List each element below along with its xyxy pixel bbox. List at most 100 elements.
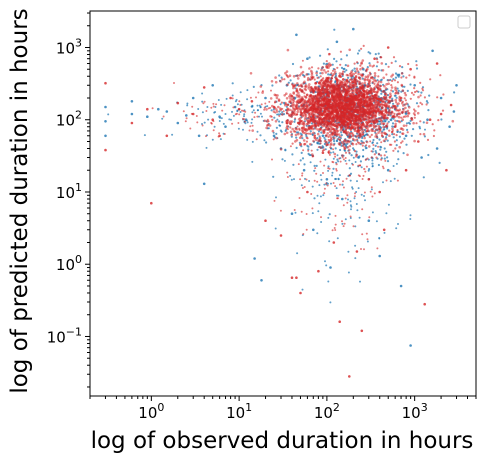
scatter-point xyxy=(343,124,346,127)
scatter-point xyxy=(300,96,304,99)
scatter-point xyxy=(363,77,367,81)
scatter-point xyxy=(332,157,335,160)
scatter-point xyxy=(384,63,388,66)
scatter-point xyxy=(372,96,375,99)
scatter-point xyxy=(333,106,336,109)
scatter-point xyxy=(373,126,376,129)
scatter-point xyxy=(321,82,325,85)
scatter-point xyxy=(423,96,426,99)
scatter-point xyxy=(358,80,361,84)
scatter-point xyxy=(380,105,384,109)
scatter-point xyxy=(275,126,278,129)
scatter-point xyxy=(316,104,320,108)
scatter-point xyxy=(355,143,358,146)
scatter-point xyxy=(340,94,343,97)
scatter-point xyxy=(361,144,364,147)
scatter-point xyxy=(364,114,367,118)
scatter-point xyxy=(184,120,187,123)
scatter-point xyxy=(329,266,332,269)
scatter-point xyxy=(347,87,350,90)
scatter-point xyxy=(264,102,267,105)
scatter-point xyxy=(364,84,367,87)
scatter-point xyxy=(298,101,301,104)
scatter-point xyxy=(352,147,355,150)
scatter-point xyxy=(268,124,272,127)
scatter-point xyxy=(286,109,289,113)
scatter-point xyxy=(404,93,408,97)
scatter-point xyxy=(319,83,323,87)
scatter-point xyxy=(317,146,320,149)
scatter-point xyxy=(307,76,310,80)
scatter-point xyxy=(130,100,134,103)
scatter-point xyxy=(237,107,241,111)
scatter-point xyxy=(355,191,358,193)
scatter-point xyxy=(350,113,354,116)
scatter-point xyxy=(368,64,372,67)
scatter-point xyxy=(333,132,337,135)
scatter-point xyxy=(271,84,274,87)
scatter-point xyxy=(348,159,351,162)
scatter-point xyxy=(270,109,273,112)
scatter-point xyxy=(422,176,425,179)
scatter-point xyxy=(359,128,362,131)
scatter-point xyxy=(349,106,352,109)
scatter-point xyxy=(379,148,382,151)
scatter-point xyxy=(294,211,297,214)
scatter-point xyxy=(452,110,456,113)
scatter-point xyxy=(350,124,353,127)
scatter-point xyxy=(197,108,200,110)
scatter-point xyxy=(357,106,360,109)
scatter-point xyxy=(291,62,295,66)
scatter-point xyxy=(218,120,221,122)
scatter-point xyxy=(353,197,356,200)
scatter-point xyxy=(402,104,405,107)
scatter-point xyxy=(397,150,400,153)
scatter-point xyxy=(357,187,360,190)
scatter-point xyxy=(362,155,365,158)
scatter-point xyxy=(325,112,329,116)
scatter-point xyxy=(348,375,351,378)
scatter-point xyxy=(302,149,305,152)
scatter-point xyxy=(369,77,372,80)
scatter-point xyxy=(312,139,315,143)
scatter-point xyxy=(393,112,396,115)
scatter-point xyxy=(328,114,332,118)
scatter-point xyxy=(374,144,377,147)
scatter-point xyxy=(337,197,339,200)
scatter-point xyxy=(391,99,394,102)
scatter-point xyxy=(277,98,281,101)
scatter-point xyxy=(339,148,342,152)
scatter-point xyxy=(377,87,380,90)
scatter-point xyxy=(289,126,292,129)
scatter-point xyxy=(330,77,333,80)
scatter-point xyxy=(295,138,299,142)
scatter-point xyxy=(323,110,326,113)
scatter-point xyxy=(241,109,243,112)
scatter-point xyxy=(333,68,336,71)
scatter-point xyxy=(405,112,408,115)
scatter-point xyxy=(309,78,312,81)
scatter-point xyxy=(274,80,278,84)
scatter-point xyxy=(319,195,322,198)
scatter-point xyxy=(339,82,342,85)
scatter-point xyxy=(405,102,408,105)
y-tick-label: 103 xyxy=(56,36,82,57)
scatter-point xyxy=(351,81,354,84)
scatter-point xyxy=(303,117,307,121)
scatter-point xyxy=(224,113,227,115)
scatter-point xyxy=(335,139,338,142)
scatter-point xyxy=(435,62,439,65)
scatter-point xyxy=(223,133,226,135)
scatter-point xyxy=(415,102,419,105)
scatter-point xyxy=(367,83,370,86)
scatter-point xyxy=(359,67,362,71)
scatter-point xyxy=(342,103,345,107)
scatter-point xyxy=(328,213,331,216)
scatter-point xyxy=(445,168,448,172)
scatter-point xyxy=(291,127,295,131)
scatter-point xyxy=(299,159,302,162)
scatter-point xyxy=(340,98,344,101)
scatter-point xyxy=(221,109,224,112)
scatter-point xyxy=(228,118,231,121)
scatter-point xyxy=(442,93,445,96)
